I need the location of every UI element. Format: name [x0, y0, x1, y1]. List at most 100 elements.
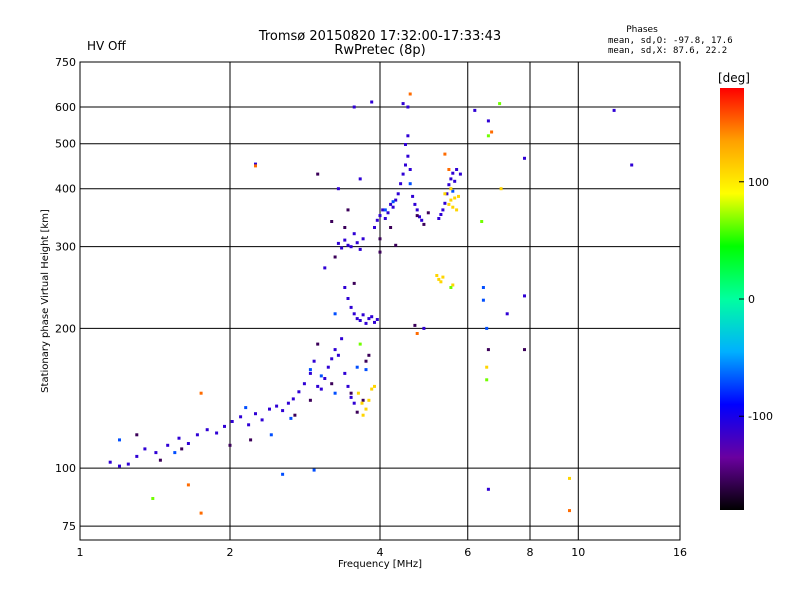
data-point — [249, 438, 253, 442]
data-point — [199, 511, 203, 515]
data-point — [411, 194, 415, 198]
data-point — [166, 443, 170, 447]
data-point — [447, 202, 451, 206]
data-point — [323, 266, 327, 270]
data-point — [449, 286, 453, 289]
data-point — [391, 200, 395, 204]
data-point — [346, 297, 350, 300]
data-point — [447, 168, 451, 171]
data-point — [336, 241, 340, 245]
data-point — [630, 163, 634, 167]
data-point — [135, 433, 139, 437]
data-point — [205, 428, 209, 432]
data-point — [352, 232, 356, 236]
data-point — [449, 187, 453, 191]
data-point — [383, 208, 387, 212]
data-point — [118, 438, 121, 442]
x-tick-label: 10 — [571, 546, 585, 559]
y-tick-label: 500 — [55, 138, 76, 151]
data-point — [269, 433, 273, 437]
data-point — [346, 208, 350, 212]
data-point — [143, 447, 147, 451]
data-point — [361, 237, 365, 241]
data-point — [293, 413, 297, 417]
data-point — [373, 320, 376, 324]
x-axis-label: Frequency [MHz] — [338, 559, 422, 570]
data-point — [404, 143, 407, 146]
data-point — [378, 214, 382, 218]
data-point — [355, 241, 359, 245]
data-point — [498, 102, 502, 106]
data-point — [457, 194, 460, 198]
data-point — [389, 202, 393, 206]
data-point — [186, 483, 190, 487]
data-point — [356, 391, 360, 395]
data-point — [408, 168, 412, 171]
data-point — [406, 154, 410, 158]
data-point — [389, 226, 393, 229]
data-point — [364, 368, 368, 372]
grid-lines — [80, 62, 680, 540]
x-tick-label: 2 — [227, 546, 234, 559]
data-point — [355, 410, 359, 414]
data-point — [394, 198, 398, 202]
data-point — [340, 246, 344, 250]
colorbar-tick-label: 100 — [748, 176, 769, 189]
data-point — [422, 222, 426, 226]
data-point — [418, 215, 421, 219]
data-point — [391, 205, 395, 209]
data-point — [401, 172, 405, 176]
data-point — [316, 172, 320, 176]
data-point — [499, 187, 503, 191]
data-point — [254, 164, 257, 168]
data-point — [481, 286, 485, 289]
data-point — [308, 398, 312, 402]
data-point — [439, 280, 443, 284]
colorbar-tick-label: -100 — [748, 410, 773, 423]
data-point — [437, 277, 441, 281]
data-point — [312, 359, 316, 363]
y-tick-label: 750 — [55, 56, 76, 69]
data-point — [326, 365, 330, 369]
x-axis-ticks: 1 2 4 6 8 10 16 — [77, 546, 688, 559]
data-point — [373, 226, 376, 229]
data-point — [441, 275, 445, 279]
data-point — [239, 415, 243, 419]
data-point — [439, 213, 443, 216]
data-point — [230, 420, 234, 423]
data-point — [336, 187, 340, 191]
data-point — [289, 416, 293, 420]
data-point — [490, 130, 494, 134]
data-point — [355, 317, 359, 321]
data-point — [455, 168, 459, 171]
data-point — [568, 509, 571, 513]
data-point — [413, 202, 417, 206]
data-point — [223, 424, 226, 428]
data-point — [343, 286, 347, 289]
data-point — [378, 250, 382, 254]
data-point — [485, 378, 489, 382]
data-point — [340, 337, 344, 341]
data-point — [451, 171, 455, 175]
data-point — [373, 384, 376, 388]
data-point — [349, 395, 353, 399]
data-point — [254, 412, 257, 416]
data-point — [486, 348, 490, 352]
data-point — [485, 365, 489, 369]
data-point — [360, 401, 364, 405]
data-point — [186, 442, 190, 445]
data-point — [435, 274, 439, 277]
data-point — [302, 382, 306, 386]
data-point — [486, 134, 490, 138]
data-point — [406, 105, 410, 109]
data-point — [286, 401, 290, 405]
data-point — [215, 431, 219, 435]
data-point — [291, 397, 295, 401]
data-point — [343, 238, 347, 242]
data-point — [408, 92, 412, 96]
data-point — [375, 318, 379, 321]
data-point — [523, 156, 526, 160]
data-point — [441, 208, 445, 212]
data-point — [333, 312, 337, 316]
data-point — [453, 179, 457, 183]
